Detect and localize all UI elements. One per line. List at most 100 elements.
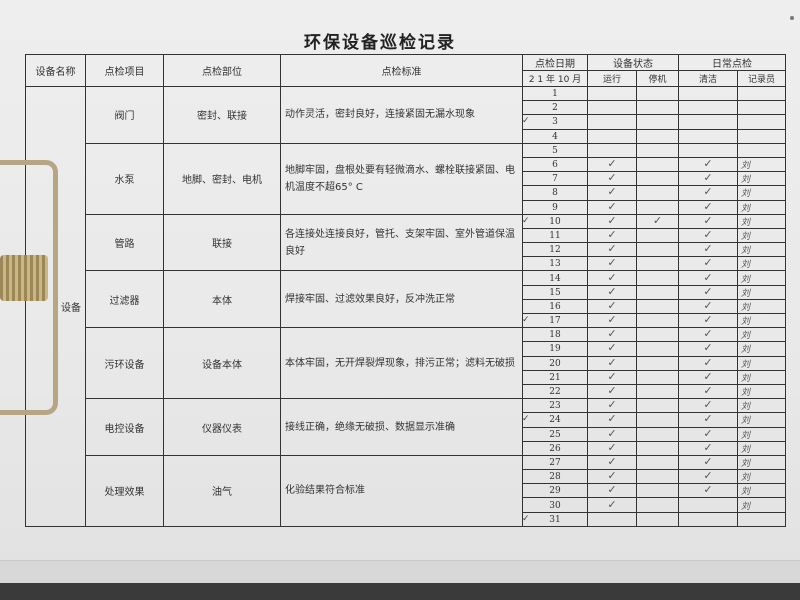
- cleaning-cell[interactable]: ✓: [678, 426, 738, 442]
- recorder-cell[interactable]: 刘: [737, 312, 786, 329]
- cleaning-cell[interactable]: [678, 85, 738, 102]
- cleaning-cell[interactable]: ✓: [678, 270, 738, 286]
- stopped-cell[interactable]: [636, 199, 679, 215]
- stopped-cell[interactable]: [636, 483, 679, 499]
- stopped-cell[interactable]: [636, 398, 679, 414]
- stopped-cell[interactable]: ✓: [636, 213, 679, 229]
- cleaning-cell[interactable]: [678, 511, 738, 527]
- stopped-cell[interactable]: [636, 270, 679, 286]
- cleaning-cell[interactable]: [678, 100, 738, 116]
- stopped-cell[interactable]: [636, 312, 679, 329]
- stopped-cell[interactable]: [636, 242, 679, 258]
- running-cell[interactable]: ✓: [587, 369, 637, 385]
- recorder-cell[interactable]: 刘: [737, 426, 786, 442]
- cleaning-cell[interactable]: ✓: [678, 412, 738, 428]
- recorder-cell[interactable]: [737, 100, 786, 116]
- recorder-cell[interactable]: 刘: [737, 256, 786, 272]
- running-cell[interactable]: ✓: [587, 156, 637, 173]
- running-cell[interactable]: ✓: [587, 270, 637, 286]
- recorder-cell[interactable]: 刘: [737, 369, 786, 385]
- running-cell[interactable]: [587, 100, 637, 116]
- recorder-cell[interactable]: 刘: [737, 156, 786, 173]
- running-cell[interactable]: ✓: [587, 298, 637, 315]
- recorder-cell[interactable]: 刘: [737, 199, 786, 215]
- stopped-cell[interactable]: [636, 100, 679, 116]
- running-cell[interactable]: ✓: [587, 213, 637, 229]
- stopped-cell[interactable]: [636, 497, 679, 513]
- stopped-cell[interactable]: [636, 298, 679, 315]
- recorder-cell[interactable]: 刘: [737, 483, 786, 499]
- recorder-cell[interactable]: [737, 85, 786, 102]
- stopped-cell[interactable]: [636, 185, 679, 201]
- stopped-cell[interactable]: [636, 440, 679, 456]
- stopped-cell[interactable]: [636, 114, 679, 130]
- recorder-cell[interactable]: 刘: [737, 185, 786, 201]
- stopped-cell[interactable]: [636, 511, 679, 527]
- running-cell[interactable]: ✓: [587, 412, 637, 428]
- recorder-cell[interactable]: 刘: [737, 298, 786, 315]
- running-cell[interactable]: ✓: [587, 426, 637, 442]
- cleaning-cell[interactable]: [678, 114, 738, 130]
- recorder-cell[interactable]: [737, 114, 786, 130]
- cleaning-cell[interactable]: ✓: [678, 440, 738, 456]
- running-cell[interactable]: [587, 128, 637, 144]
- cleaning-cell[interactable]: ✓: [678, 242, 738, 258]
- running-cell[interactable]: ✓: [587, 185, 637, 201]
- cleaning-cell[interactable]: [678, 142, 738, 158]
- recorder-cell[interactable]: 刘: [737, 440, 786, 456]
- running-cell[interactable]: ✓: [587, 440, 637, 456]
- stopped-cell[interactable]: [636, 327, 679, 343]
- running-cell[interactable]: ✓: [587, 398, 637, 414]
- cleaning-cell[interactable]: ✓: [678, 454, 738, 471]
- running-cell[interactable]: ✓: [587, 227, 637, 244]
- stopped-cell[interactable]: [636, 383, 679, 400]
- recorder-cell[interactable]: 刘: [737, 341, 786, 357]
- recorder-cell[interactable]: [737, 511, 786, 527]
- stopped-cell[interactable]: [636, 227, 679, 244]
- recorder-cell[interactable]: 刘: [737, 469, 786, 485]
- cleaning-cell[interactable]: ✓: [678, 185, 738, 201]
- recorder-cell[interactable]: 刘: [737, 227, 786, 244]
- cleaning-cell[interactable]: ✓: [678, 483, 738, 499]
- recorder-cell[interactable]: [737, 128, 786, 144]
- cleaning-cell[interactable]: ✓: [678, 284, 738, 300]
- cleaning-cell[interactable]: ✓: [678, 156, 738, 173]
- cleaning-cell[interactable]: ✓: [678, 199, 738, 215]
- cleaning-cell[interactable]: [678, 128, 738, 144]
- running-cell[interactable]: ✓: [587, 327, 637, 343]
- running-cell[interactable]: ✓: [587, 383, 637, 400]
- cleaning-cell[interactable]: ✓: [678, 398, 738, 414]
- stopped-cell[interactable]: [636, 142, 679, 158]
- cleaning-cell[interactable]: ✓: [678, 383, 738, 400]
- recorder-cell[interactable]: 刘: [737, 242, 786, 258]
- running-cell[interactable]: [587, 511, 637, 527]
- running-cell[interactable]: [587, 85, 637, 102]
- running-cell[interactable]: ✓: [587, 199, 637, 215]
- running-cell[interactable]: ✓: [587, 341, 637, 357]
- running-cell[interactable]: ✓: [587, 483, 637, 499]
- cleaning-cell[interactable]: ✓: [678, 469, 738, 485]
- recorder-cell[interactable]: [737, 142, 786, 158]
- recorder-cell[interactable]: 刘: [737, 454, 786, 471]
- cleaning-cell[interactable]: ✓: [678, 341, 738, 357]
- running-cell[interactable]: ✓: [587, 454, 637, 471]
- running-cell[interactable]: ✓: [587, 469, 637, 485]
- stopped-cell[interactable]: [636, 426, 679, 442]
- stopped-cell[interactable]: [636, 469, 679, 485]
- running-cell[interactable]: ✓: [587, 355, 637, 371]
- running-cell[interactable]: ✓: [587, 256, 637, 272]
- recorder-cell[interactable]: 刘: [737, 284, 786, 300]
- stopped-cell[interactable]: [636, 355, 679, 371]
- cleaning-cell[interactable]: ✓: [678, 256, 738, 272]
- cleaning-cell[interactable]: ✓: [678, 355, 738, 371]
- running-cell[interactable]: ✓: [587, 242, 637, 258]
- recorder-cell[interactable]: 刘: [737, 213, 786, 229]
- recorder-cell[interactable]: 刘: [737, 327, 786, 343]
- stopped-cell[interactable]: [636, 256, 679, 272]
- cleaning-cell[interactable]: ✓: [678, 312, 738, 329]
- stopped-cell[interactable]: [636, 85, 679, 102]
- stopped-cell[interactable]: [636, 156, 679, 173]
- cleaning-cell[interactable]: ✓: [678, 171, 738, 187]
- running-cell[interactable]: ✓: [587, 284, 637, 300]
- cleaning-cell[interactable]: ✓: [678, 298, 738, 315]
